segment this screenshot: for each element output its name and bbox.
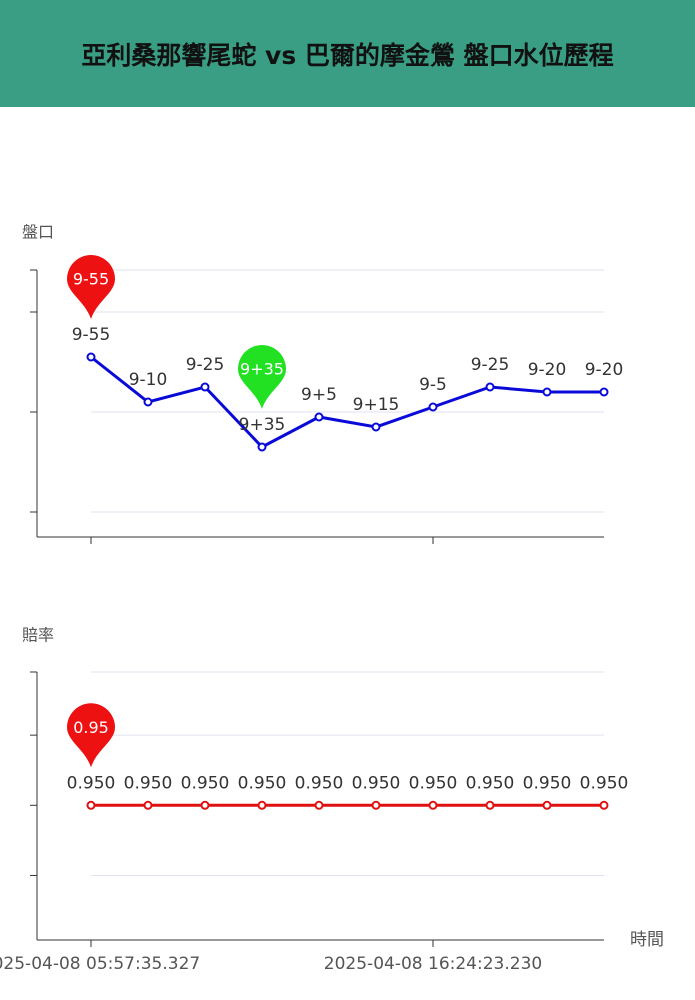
value-label: 0.950 xyxy=(67,773,116,793)
point xyxy=(143,800,153,810)
value-label: 9-10 xyxy=(129,370,168,390)
value-label: 0.950 xyxy=(181,773,230,793)
pin-label: 0.95 xyxy=(73,718,109,737)
value-label: 9+35 xyxy=(239,415,286,435)
charts: 盤口 9-55 9-10 9-25 9+35 9+5 9+15 9-5 9-25 9-20 9-20… xyxy=(0,223,664,975)
point xyxy=(257,442,267,452)
y-axis-label: 賠率 xyxy=(22,626,54,645)
x-axis-label: 時間 xyxy=(630,930,664,950)
value-label: 0.950 xyxy=(124,773,173,793)
value-label: 0.950 xyxy=(409,773,458,793)
point xyxy=(314,800,324,810)
value-label: 9-5 xyxy=(419,375,447,395)
series-line xyxy=(90,355,604,449)
pin-label: 9-55 xyxy=(73,270,109,289)
value-label: 9-20 xyxy=(585,360,624,380)
point xyxy=(200,800,210,810)
point xyxy=(542,800,552,810)
value-label: 0.950 xyxy=(523,773,572,793)
value-label: 9+5 xyxy=(301,385,337,405)
value-label: 0.950 xyxy=(466,773,515,793)
value-label: 0.950 xyxy=(295,773,344,793)
point xyxy=(143,397,153,407)
value-label: 9-20 xyxy=(528,360,567,380)
point xyxy=(314,412,324,422)
point xyxy=(86,352,96,362)
pin xyxy=(67,703,115,768)
point xyxy=(371,422,381,432)
pin xyxy=(238,345,286,409)
point xyxy=(257,800,267,810)
value-label: 0.950 xyxy=(352,773,401,793)
header-title: 亞利桑那響尾蛇 vs 巴爾的摩金鶯 盤口水位歷程 xyxy=(0,0,695,107)
value-label: 0.950 xyxy=(580,773,629,793)
point xyxy=(485,382,495,392)
y-axis-label: 盤口 xyxy=(22,223,54,242)
point xyxy=(200,382,210,392)
pin-label: 9+35 xyxy=(240,360,284,379)
point xyxy=(428,402,438,412)
value-label: 9-55 xyxy=(72,325,111,345)
value-label: 9-25 xyxy=(186,355,225,375)
point xyxy=(86,800,96,810)
value-label: 0.950 xyxy=(238,773,287,793)
value-label: 9-25 xyxy=(471,355,510,375)
point xyxy=(599,800,609,810)
x-tick-label: 2025-04-08 05:57:35.327 xyxy=(0,954,200,974)
x-tick-label: 2025-04-08 16:24:23.230 xyxy=(324,954,542,974)
point xyxy=(542,387,552,397)
point xyxy=(599,387,609,397)
point xyxy=(371,800,381,810)
point xyxy=(428,800,438,810)
pin xyxy=(67,255,115,319)
point xyxy=(485,800,495,810)
value-label: 9+15 xyxy=(353,395,400,415)
